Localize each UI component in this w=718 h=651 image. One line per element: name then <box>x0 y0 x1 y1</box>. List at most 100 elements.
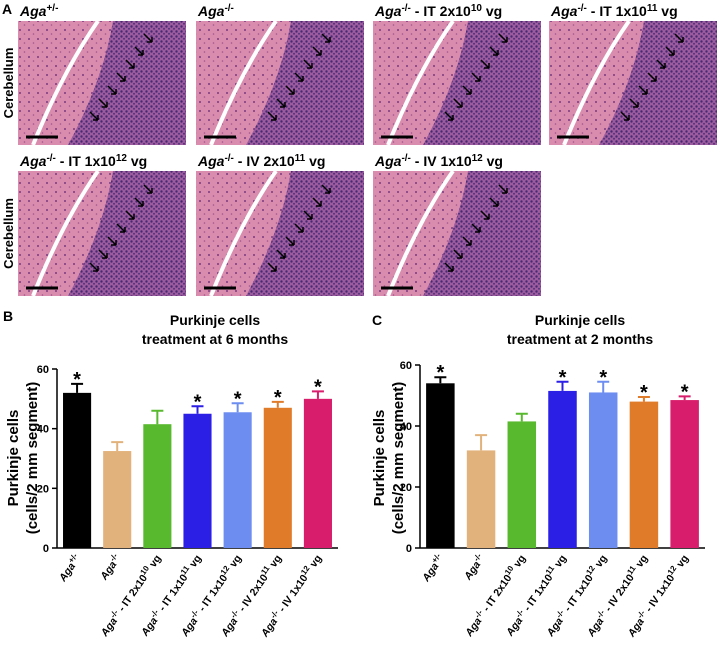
arrow <box>647 72 657 82</box>
superscript: -/- <box>228 608 240 620</box>
label-part: Aga <box>461 559 483 583</box>
granular-layer <box>68 171 186 296</box>
y-tick-label: 40 <box>400 421 412 433</box>
y-tick-label: 60 <box>400 360 412 372</box>
arrow <box>125 59 135 69</box>
arrow <box>98 98 108 108</box>
y-tick-label: 0 <box>43 543 49 555</box>
arrow <box>462 85 472 95</box>
superscript: -/- <box>401 3 410 14</box>
label-part: - IT 1x10 <box>560 572 596 616</box>
arrow <box>444 111 454 121</box>
arrow <box>267 111 277 121</box>
superscript: -/- <box>148 607 160 619</box>
arrow <box>276 249 286 259</box>
error-bar <box>191 405 204 414</box>
arrow <box>107 236 117 246</box>
arrow <box>489 197 499 207</box>
error-bar <box>434 376 447 384</box>
label-part: - IT 1x10 <box>56 153 116 169</box>
significance-star: * <box>73 369 81 391</box>
label-part: - IT 1x10 <box>195 572 231 616</box>
label-part: vg <box>483 153 503 169</box>
arrow <box>312 46 322 56</box>
bar <box>183 413 212 548</box>
label-part: Aga <box>56 561 78 585</box>
significance-star: * <box>194 391 202 413</box>
error-bar <box>678 395 691 401</box>
label-part: Aga <box>98 559 120 583</box>
y-tick-label: 60 <box>37 364 49 376</box>
bar <box>103 451 132 548</box>
label-part: Aga <box>374 153 402 169</box>
bar <box>303 398 332 548</box>
label-part: Aga <box>463 615 485 639</box>
arrow <box>321 33 331 43</box>
label-part: Aga <box>138 615 160 639</box>
arrow <box>498 184 508 194</box>
image-title: Aga-/- - IV 2x1011 vg <box>197 153 325 170</box>
arrow <box>125 210 135 220</box>
image-title: Aga-/- - IT 1x1011 vg <box>550 3 678 20</box>
label-part: vg <box>482 3 502 19</box>
histology-image <box>373 19 541 146</box>
superscript: 11 <box>295 153 306 164</box>
arrow <box>285 85 295 95</box>
arrow <box>267 262 277 272</box>
arrow <box>107 85 117 95</box>
arrow <box>480 59 490 69</box>
label-part: Aga <box>503 615 525 639</box>
superscript: 12 <box>116 153 128 164</box>
significance-star: * <box>640 382 648 404</box>
significance-star: * <box>274 387 282 409</box>
arrow <box>638 85 648 95</box>
label-part: - IV 1x10 <box>275 572 311 616</box>
arrow <box>629 98 639 108</box>
label-part: - IV 1x10 <box>641 572 677 616</box>
arrow <box>303 210 313 220</box>
row-label: Cerebellum <box>1 48 16 119</box>
arrow <box>285 236 295 246</box>
arrow <box>134 197 144 207</box>
granular-layer <box>68 21 186 145</box>
arrow <box>471 223 481 233</box>
superscript: -/- <box>401 153 410 164</box>
white-matter-tract <box>562 19 631 146</box>
error-bar <box>151 409 164 425</box>
error-bar <box>71 382 84 393</box>
bar <box>143 424 172 548</box>
white-matter-tract <box>386 169 455 297</box>
significance-star: * <box>559 367 567 389</box>
superscript: 10 <box>471 3 483 14</box>
label-part: - IT 2x10 <box>114 572 150 616</box>
bar <box>426 383 455 548</box>
arrow <box>276 98 286 108</box>
label-part: Aga <box>197 153 225 169</box>
image-title: Aga+/- <box>19 3 58 20</box>
arrow <box>453 98 463 108</box>
histology-image <box>373 169 541 297</box>
y-axis-title: Purkinje cells <box>371 410 388 507</box>
arrow <box>134 46 144 56</box>
label-part: - IV 1x10 <box>411 153 472 169</box>
label-part: - IV 2x10 <box>234 153 295 169</box>
bar <box>629 401 659 548</box>
error-bar <box>597 380 610 393</box>
significance-star: * <box>681 381 689 403</box>
arrow <box>89 111 99 121</box>
y-tick-label: 40 <box>37 424 49 436</box>
panel-letter: B <box>3 308 13 324</box>
superscript: -/- <box>46 153 55 164</box>
bar <box>466 450 496 548</box>
granular-layer <box>423 21 541 145</box>
superscript: -/- <box>577 3 586 14</box>
granular-layer <box>246 21 364 145</box>
arrow <box>321 184 331 194</box>
superscript: -/- <box>472 608 484 620</box>
arrow <box>303 59 313 69</box>
histology-image <box>18 169 186 297</box>
arrow <box>656 59 666 69</box>
arrow <box>674 33 684 43</box>
label-part: - IT 1x10 <box>155 572 191 616</box>
y-axis-title: (cells/2 mm segment) <box>24 382 41 535</box>
